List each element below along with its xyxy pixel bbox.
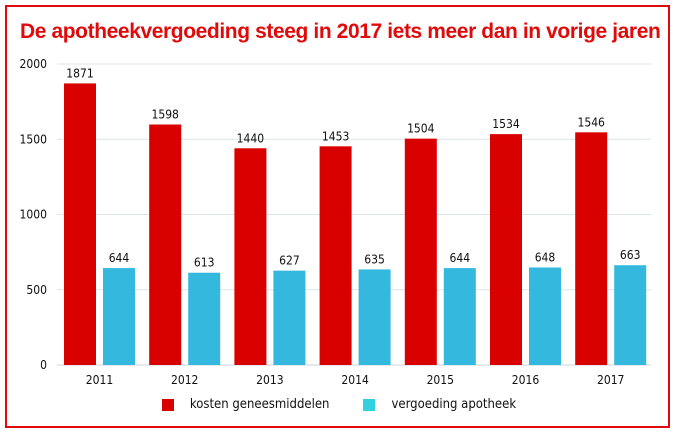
y-tick-label: 0	[40, 358, 47, 372]
data-label: 635	[364, 252, 385, 266]
data-label: 1440	[237, 131, 265, 145]
data-label: 1871	[66, 66, 93, 80]
legend: kosten geneesmiddelen vergoeding apothee…	[0, 397, 678, 412]
x-tick-label: 2017	[597, 373, 624, 387]
data-label: 663	[620, 248, 641, 262]
bar-kosten	[234, 148, 267, 365]
legend-label-vergoeding: vergoeding apotheek	[391, 397, 517, 412]
bar-kosten	[319, 146, 352, 365]
data-label: 627	[279, 254, 300, 268]
bar-kosten	[404, 138, 437, 365]
chart-frame	[5, 5, 670, 428]
y-tick-label: 1000	[20, 208, 48, 222]
bar-vergoeding	[103, 268, 135, 365]
bar-kosten	[149, 124, 182, 365]
data-label: 648	[535, 250, 556, 264]
legend-item-kosten: kosten geneesmiddelen	[161, 397, 330, 412]
legend-swatch-vergoeding	[363, 398, 376, 411]
x-tick-label: 2014	[341, 373, 369, 387]
legend-label-kosten: kosten geneesmiddelen	[189, 397, 330, 412]
bar-vergoeding	[188, 272, 221, 365]
y-tick-label: 2000	[20, 57, 48, 71]
x-tick-label: 2015	[427, 373, 454, 387]
bar-vergoeding	[273, 270, 306, 365]
y-tick-label: 500	[26, 283, 47, 297]
bar-kosten	[64, 83, 96, 366]
data-label: 644	[449, 251, 470, 265]
data-label: 1598	[151, 108, 179, 122]
data-label: 1546	[577, 115, 605, 129]
legend-swatch-kosten	[161, 398, 174, 411]
bar-vergoeding	[614, 265, 647, 365]
legend-item-vergoeding: vergoeding apotheek	[363, 397, 516, 412]
x-tick-label: 2016	[512, 373, 540, 387]
x-tick-label: 2012	[171, 373, 198, 387]
data-label: 613	[194, 256, 215, 270]
x-tick-label: 2013	[256, 373, 283, 387]
bar-vergoeding	[443, 268, 476, 365]
chart-title: De apotheekvergoeding steeg in 2017 iets…	[20, 20, 661, 43]
data-label: 1534	[492, 117, 520, 131]
y-tick-label: 1500	[20, 132, 48, 146]
bar-vergoeding	[529, 267, 561, 365]
data-label: 1504	[407, 122, 435, 136]
data-label: 1453	[322, 129, 349, 143]
bar-vergoeding	[358, 269, 391, 365]
data-label: 644	[109, 251, 130, 265]
x-tick-label: 2011	[86, 373, 113, 387]
bar-kosten	[490, 134, 522, 365]
bar-kosten	[575, 132, 608, 365]
